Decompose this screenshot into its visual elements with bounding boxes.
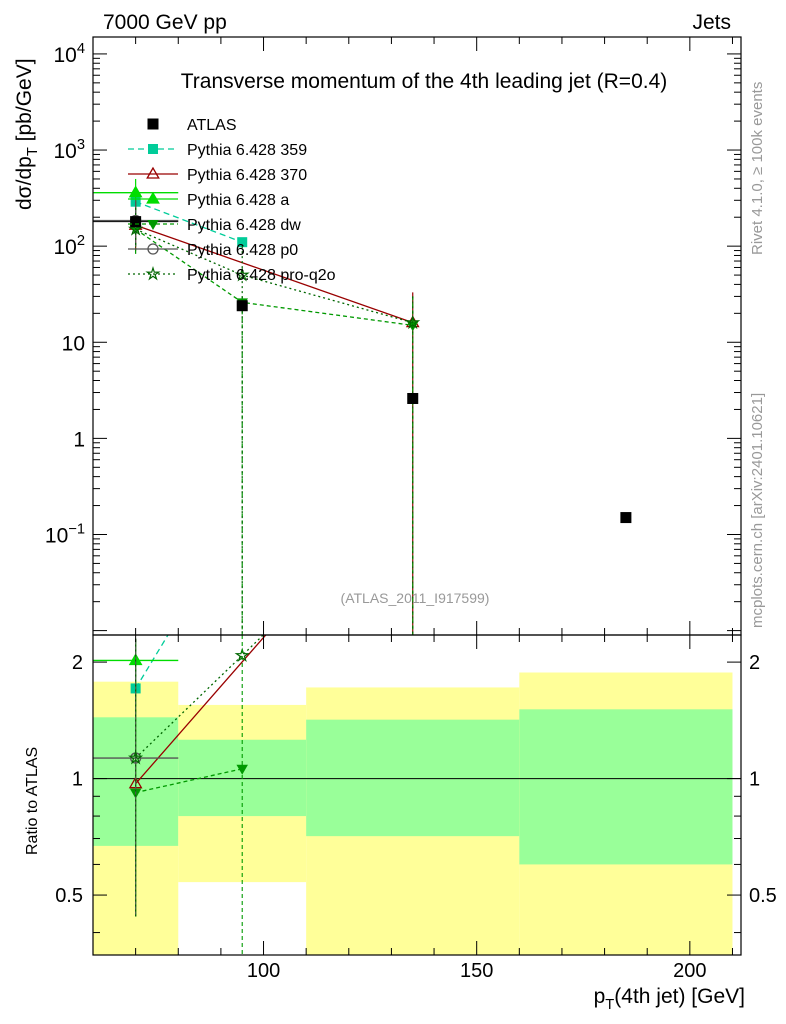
legend-label: Pythia 6.428 359 — [187, 142, 307, 159]
ratio-tick-label-right: 0.5 — [749, 885, 777, 907]
analysis-id: (ATLAS_2011_I917599) — [341, 590, 490, 606]
series-line — [135, 228, 413, 324]
atlas-point — [620, 512, 632, 524]
legend-label: Pythia 6.428 a — [187, 192, 289, 209]
series-point — [127, 221, 144, 236]
tick-base: 10 — [53, 44, 76, 67]
label-part: [pb/GeV] — [13, 58, 36, 147]
legend-atlas-label: ATLAS — [187, 117, 237, 134]
y-tick-label: 102 — [53, 233, 85, 259]
label-subscript: T — [25, 147, 41, 156]
legend-label: Pythia 6.428 dw — [187, 217, 301, 234]
ratio-line — [135, 768, 243, 794]
atlas-point — [130, 216, 142, 228]
label-part: (4th jet) [GeV] — [614, 985, 745, 1008]
series-point — [128, 185, 143, 198]
series-point — [234, 267, 250, 282]
series-point — [405, 314, 421, 330]
series-point — [237, 237, 248, 248]
tick-exponent: 3 — [77, 137, 85, 153]
tick-base: 10 — [53, 140, 76, 163]
y-tick-label: 104 — [53, 41, 85, 67]
ratio-line — [135, 635, 267, 785]
series-line — [135, 224, 413, 324]
legend-atlas-marker — [147, 118, 159, 130]
tick-base: 10 — [53, 236, 76, 259]
legend-marker — [146, 166, 160, 179]
x-tick-label: 100 — [247, 960, 280, 982]
ratio-frame — [92, 634, 742, 956]
x-tick-label: 150 — [460, 960, 493, 982]
tick-base: 10 — [45, 524, 68, 547]
y-axis-label-ratio: Ratio to ATLAS — [24, 747, 41, 855]
tick-exponent: 2 — [77, 233, 85, 249]
axes-frames — [92, 36, 742, 956]
legend-label: Pythia 6.428 pro-q2o — [187, 267, 336, 284]
ratio-line — [135, 635, 169, 689]
ratio-point — [127, 750, 144, 765]
band-inner — [306, 719, 520, 837]
legend-marker — [147, 243, 159, 255]
label-subscript: T — [605, 997, 614, 1013]
tick-exponent: 4 — [77, 41, 85, 57]
atlas-point — [407, 392, 419, 404]
legend-marker — [147, 220, 159, 230]
ratio-tick-label-right: 2 — [749, 652, 760, 674]
side-note-rivet: Rivet 4.1.0, ≥ 100k events — [749, 82, 766, 255]
ratio-tick-label-left: 2 — [72, 652, 83, 674]
legend-label: Pythia 6.428 p0 — [187, 242, 298, 259]
series-line — [135, 201, 243, 243]
label-part: dσ/dp — [13, 156, 36, 210]
side-note-mcplots: mcplots.cern.ch [arXiv:2401.10621] — [749, 393, 766, 628]
tick-exponent: −1 — [68, 521, 85, 537]
atlas-point — [236, 300, 248, 312]
y-axis-label-main: dσ/dpT [pb/GeV] — [13, 58, 41, 210]
main-panel-series — [93, 178, 632, 635]
legend-marker — [146, 191, 160, 204]
legend: ATLAS Pythia 6.428 359 Pythia 6.428 370 Pyt… — [128, 117, 336, 284]
ratio-tick-label-left: 0.5 — [55, 885, 83, 907]
y-tick-label: 1 — [73, 428, 85, 451]
ratio-tick-label-left: 1 — [72, 769, 83, 791]
y-tick-label: 103 — [53, 137, 85, 163]
legend-marker — [145, 265, 161, 281]
band-inner — [519, 709, 733, 865]
ratio-panel-series — [93, 635, 267, 955]
legend-label: Pythia 6.428 370 — [187, 167, 307, 184]
y-tick-label: 10−1 — [45, 521, 85, 547]
header-left: 7000 GeV pp — [103, 11, 227, 34]
header-right: Jets — [692, 11, 731, 34]
legend-marker — [148, 144, 158, 154]
chart-title: Transverse momentum of the 4th leading j… — [181, 70, 668, 93]
label-part: p — [594, 985, 606, 1008]
x-tick-label: 200 — [673, 960, 706, 982]
ratio-uncertainty-bands — [93, 672, 741, 955]
ratio-tick-label-right: 1 — [749, 769, 760, 791]
x-axis-label: pT(4th jet) [GeV] — [594, 985, 745, 1013]
y-tick-label: 10 — [62, 332, 85, 355]
